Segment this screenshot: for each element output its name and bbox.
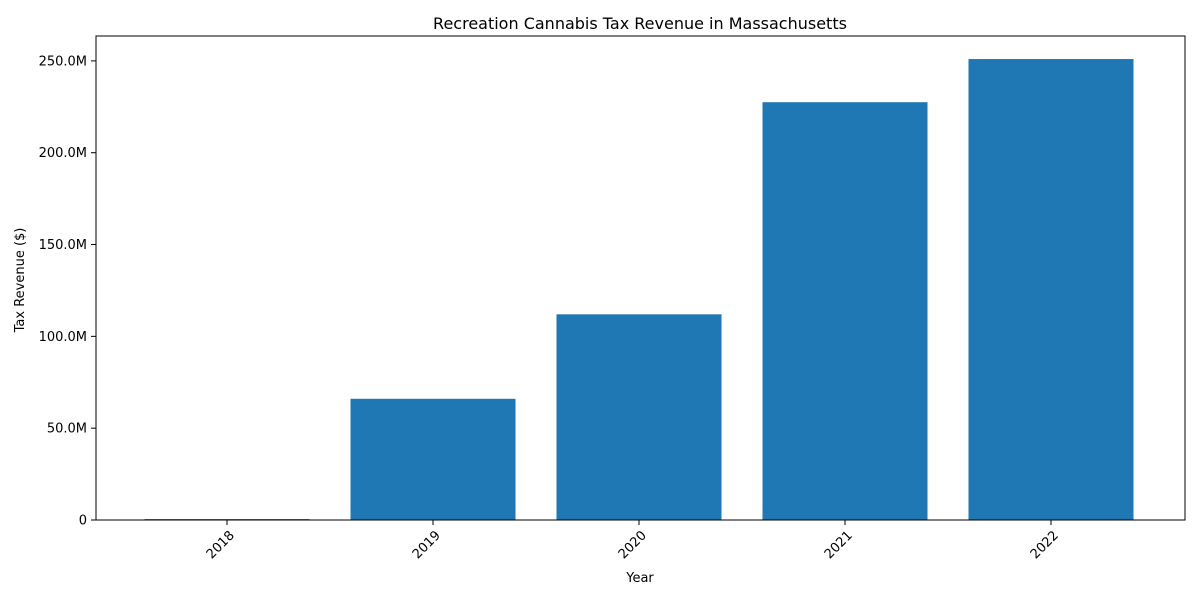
x-tick-label: 2020 [616,528,650,562]
bar-2022 [968,59,1134,521]
x-tick-label: 2018 [204,528,238,562]
y-tick-label: 100.0M [39,330,87,345]
y-tick-label: 200.0M [39,146,87,161]
bar-2019 [350,398,516,520]
plot-frame [95,35,1186,521]
y-axis-ticks: 0 50.0M 100.0M 150.0M 200.0M 250.0M [39,54,96,529]
y-tick-label: 0 [79,514,87,529]
bars-group [144,59,1134,521]
y-tick-label: 50.0M [47,422,87,437]
x-axis-label: Year [625,571,654,586]
bar-2021 [762,102,928,520]
chart-title: Recreation Cannabis Tax Revenue in Massa… [433,14,847,33]
x-tick-label: 2022 [1028,528,1062,562]
x-axis-ticks: 2018 2019 2020 2021 2022 [204,520,1062,562]
bar-2020 [556,314,722,520]
y-tick-label: 250.0M [39,54,87,69]
x-tick-label: 2021 [822,528,856,562]
x-tick-label: 2019 [410,528,444,562]
y-tick-label: 150.0M [39,238,87,253]
y-axis-label: Tax Revenue ($) [13,228,28,334]
